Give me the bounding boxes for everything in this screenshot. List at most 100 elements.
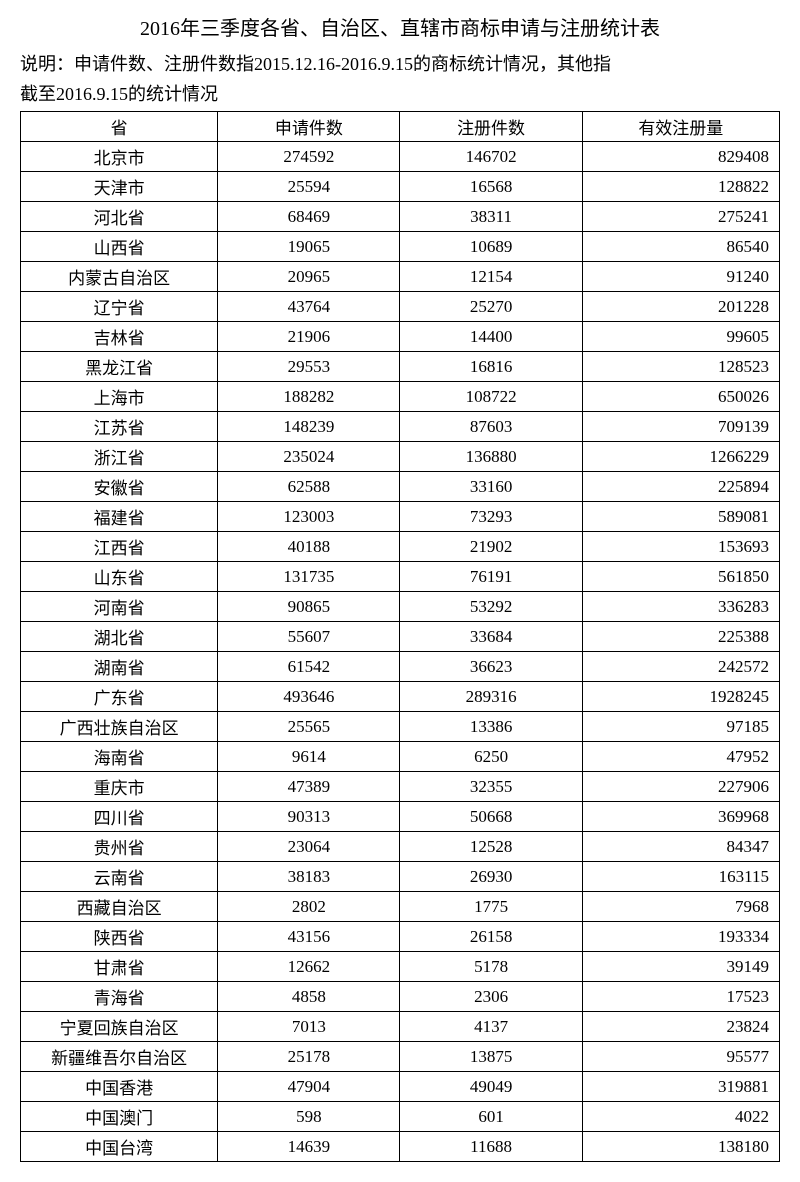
cell-applications: 62588 xyxy=(218,472,400,502)
cell-effective: 86540 xyxy=(582,232,779,262)
cell-effective: 225894 xyxy=(582,472,779,502)
cell-province: 江西省 xyxy=(21,532,218,562)
cell-province: 上海市 xyxy=(21,382,218,412)
table-row: 新疆维吾尔自治区251781387595577 xyxy=(21,1042,780,1072)
cell-registrations: 26158 xyxy=(400,922,582,952)
cell-province: 中国澳门 xyxy=(21,1102,218,1132)
table-row: 中国澳门5986014022 xyxy=(21,1102,780,1132)
cell-province: 中国台湾 xyxy=(21,1132,218,1162)
cell-province: 山西省 xyxy=(21,232,218,262)
stats-table: 省 申请件数 注册件数 有效注册量 北京市274592146702829408天… xyxy=(20,111,780,1162)
cell-registrations: 136880 xyxy=(400,442,582,472)
cell-registrations: 13875 xyxy=(400,1042,582,1072)
cell-province: 黑龙江省 xyxy=(21,352,218,382)
cell-registrations: 108722 xyxy=(400,382,582,412)
cell-effective: 91240 xyxy=(582,262,779,292)
col-applications: 申请件数 xyxy=(218,112,400,142)
cell-effective: 39149 xyxy=(582,952,779,982)
cell-registrations: 26930 xyxy=(400,862,582,892)
table-row: 广东省4936462893161928245 xyxy=(21,682,780,712)
table-row: 贵州省230641252884347 xyxy=(21,832,780,862)
cell-registrations: 49049 xyxy=(400,1072,582,1102)
cell-province: 安徽省 xyxy=(21,472,218,502)
cell-applications: 7013 xyxy=(218,1012,400,1042)
cell-registrations: 36623 xyxy=(400,652,582,682)
cell-province: 重庆市 xyxy=(21,772,218,802)
cell-applications: 4858 xyxy=(218,982,400,1012)
table-row: 天津市2559416568128822 xyxy=(21,172,780,202)
cell-province: 贵州省 xyxy=(21,832,218,862)
cell-registrations: 33160 xyxy=(400,472,582,502)
cell-applications: 20965 xyxy=(218,262,400,292)
cell-applications: 90865 xyxy=(218,592,400,622)
cell-registrations: 11688 xyxy=(400,1132,582,1162)
cell-province: 福建省 xyxy=(21,502,218,532)
cell-applications: 25178 xyxy=(218,1042,400,1072)
cell-applications: 25565 xyxy=(218,712,400,742)
table-row: 河南省9086553292336283 xyxy=(21,592,780,622)
cell-applications: 61542 xyxy=(218,652,400,682)
table-row: 湖北省5560733684225388 xyxy=(21,622,780,652)
cell-effective: 138180 xyxy=(582,1132,779,1162)
cell-province: 甘肃省 xyxy=(21,952,218,982)
cell-effective: 242572 xyxy=(582,652,779,682)
cell-registrations: 16568 xyxy=(400,172,582,202)
cell-applications: 12662 xyxy=(218,952,400,982)
cell-effective: 4022 xyxy=(582,1102,779,1132)
cell-province: 陕西省 xyxy=(21,922,218,952)
cell-effective: 1266229 xyxy=(582,442,779,472)
cell-province: 辽宁省 xyxy=(21,292,218,322)
cell-effective: 275241 xyxy=(582,202,779,232)
page-title: 2016年三季度各省、自治区、直辖市商标申请与注册统计表 xyxy=(20,12,780,41)
table-row: 内蒙古自治区209651215491240 xyxy=(21,262,780,292)
cell-province: 天津市 xyxy=(21,172,218,202)
cell-province: 河南省 xyxy=(21,592,218,622)
cell-registrations: 6250 xyxy=(400,742,582,772)
cell-registrations: 12154 xyxy=(400,262,582,292)
cell-applications: 47389 xyxy=(218,772,400,802)
cell-effective: 650026 xyxy=(582,382,779,412)
cell-applications: 14639 xyxy=(218,1132,400,1162)
cell-applications: 38183 xyxy=(218,862,400,892)
table-row: 重庆市4738932355227906 xyxy=(21,772,780,802)
note-line-1: 说明：申请件数、注册件数指2015.12.16-2016.9.15的商标统计情况… xyxy=(20,51,780,77)
cell-applications: 68469 xyxy=(218,202,400,232)
cell-applications: 43764 xyxy=(218,292,400,322)
cell-effective: 23824 xyxy=(582,1012,779,1042)
cell-effective: 153693 xyxy=(582,532,779,562)
cell-effective: 99605 xyxy=(582,322,779,352)
cell-effective: 84347 xyxy=(582,832,779,862)
table-row: 山西省190651068986540 xyxy=(21,232,780,262)
table-row: 山东省13173576191561850 xyxy=(21,562,780,592)
cell-effective: 709139 xyxy=(582,412,779,442)
cell-effective: 17523 xyxy=(582,982,779,1012)
cell-effective: 336283 xyxy=(582,592,779,622)
cell-applications: 2802 xyxy=(218,892,400,922)
cell-applications: 47904 xyxy=(218,1072,400,1102)
cell-province: 海南省 xyxy=(21,742,218,772)
cell-province: 中国香港 xyxy=(21,1072,218,1102)
cell-registrations: 25270 xyxy=(400,292,582,322)
cell-province: 江苏省 xyxy=(21,412,218,442)
cell-province: 内蒙古自治区 xyxy=(21,262,218,292)
cell-province: 云南省 xyxy=(21,862,218,892)
table-row: 福建省12300373293589081 xyxy=(21,502,780,532)
cell-effective: 319881 xyxy=(582,1072,779,1102)
cell-effective: 128523 xyxy=(582,352,779,382)
cell-province: 宁夏回族自治区 xyxy=(21,1012,218,1042)
cell-applications: 493646 xyxy=(218,682,400,712)
cell-registrations: 601 xyxy=(400,1102,582,1132)
cell-effective: 97185 xyxy=(582,712,779,742)
cell-registrations: 38311 xyxy=(400,202,582,232)
table-row: 北京市274592146702829408 xyxy=(21,142,780,172)
cell-registrations: 4137 xyxy=(400,1012,582,1042)
cell-effective: 47952 xyxy=(582,742,779,772)
cell-province: 浙江省 xyxy=(21,442,218,472)
cell-applications: 29553 xyxy=(218,352,400,382)
cell-effective: 1928245 xyxy=(582,682,779,712)
table-row: 黑龙江省2955316816128523 xyxy=(21,352,780,382)
table-body: 北京市274592146702829408天津市2559416568128822… xyxy=(21,142,780,1162)
cell-effective: 589081 xyxy=(582,502,779,532)
cell-province: 广东省 xyxy=(21,682,218,712)
cell-effective: 163115 xyxy=(582,862,779,892)
